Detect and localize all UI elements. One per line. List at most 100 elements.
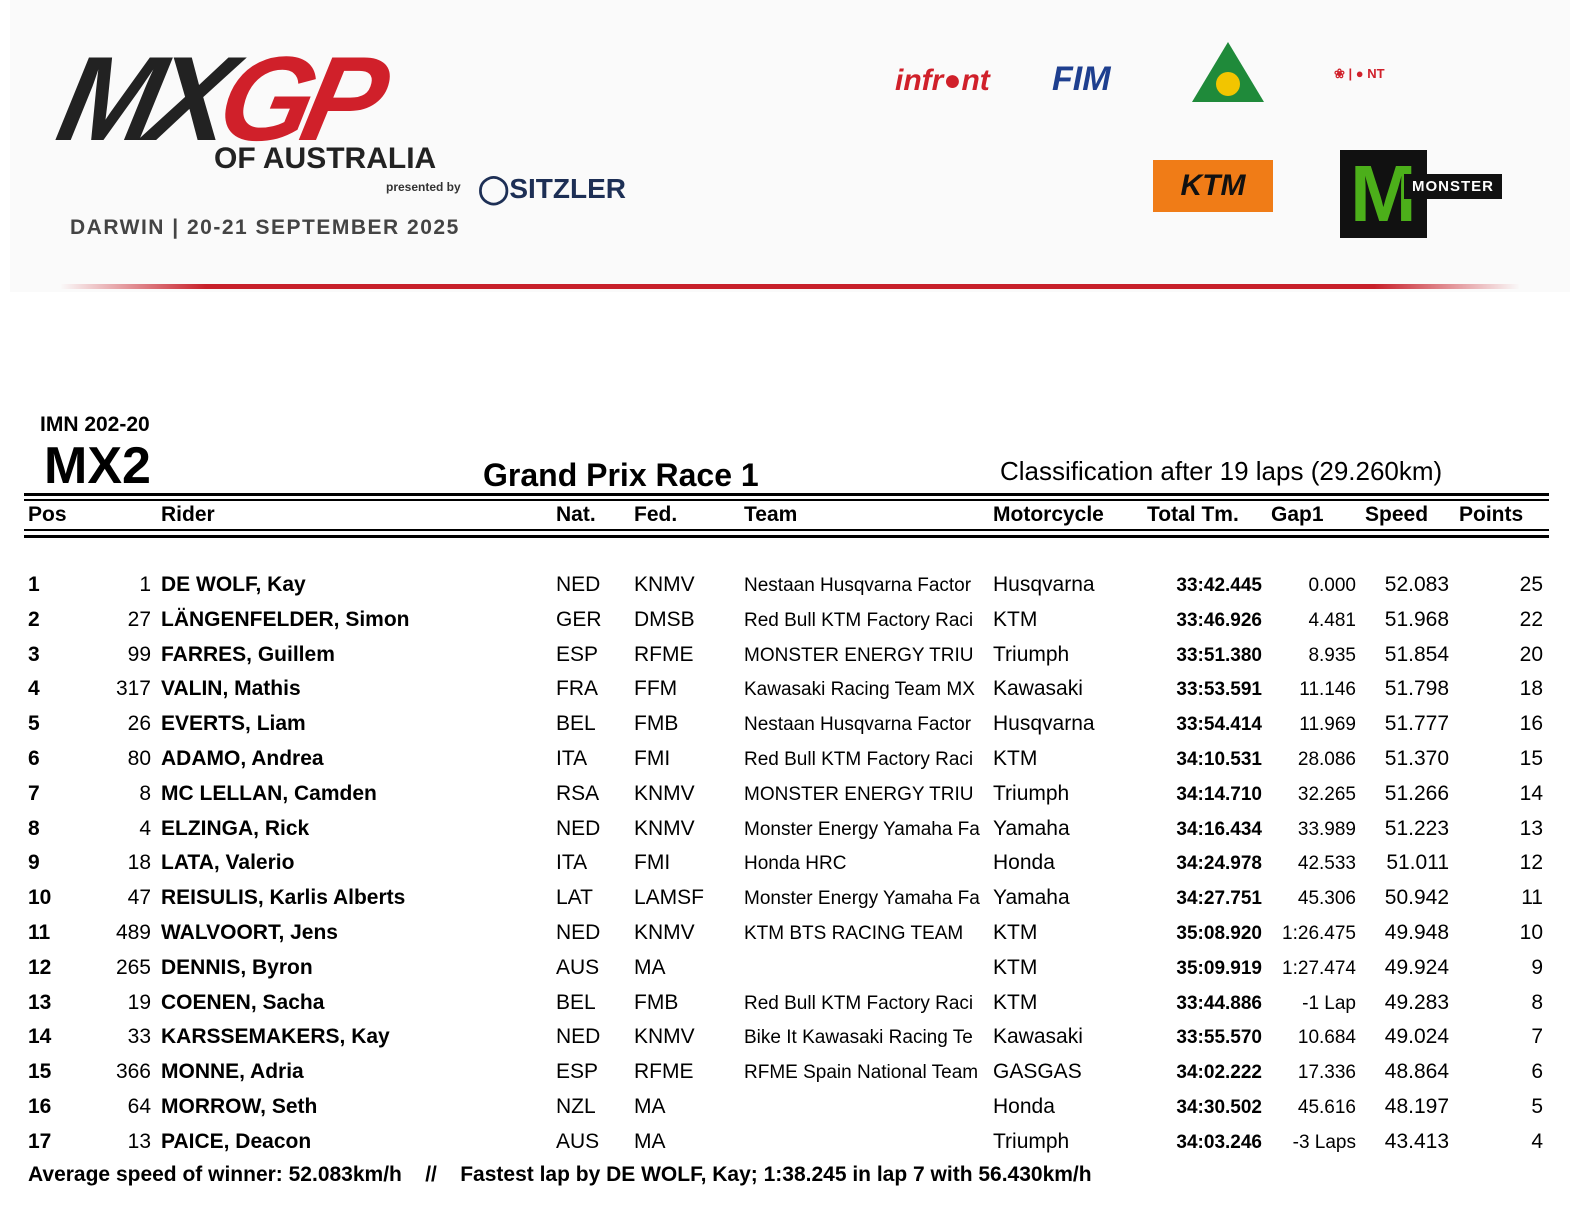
cell-points: 20: [1519, 642, 1543, 666]
cell-total: 33:46.926: [1176, 609, 1262, 631]
cell-speed: 48.197: [1384, 1095, 1449, 1118]
col-gap1: Gap1: [1271, 503, 1324, 526]
cell-total: 34:16.434: [1176, 818, 1262, 840]
table-row: 9 18 LATA, Valerio ITA FMI Honda HRC Honda 34:2…: [0, 851, 1588, 885]
cell-rider: PAICE, Deacon: [161, 1129, 312, 1153]
cell-rider: FARRES, Guillem: [161, 642, 335, 666]
col-pos: Pos: [28, 503, 67, 526]
cell-num: 4: [139, 816, 151, 840]
cell-pos: 3: [28, 642, 40, 666]
cell-nat: NED: [556, 573, 601, 596]
col-motorcycle: Motorcycle: [993, 503, 1104, 526]
cell-gap: 11.969: [1299, 714, 1356, 736]
cell-nat: GER: [556, 607, 602, 631]
cell-moto: Husqvarna: [993, 573, 1095, 596]
class-title: MX2: [44, 437, 151, 495]
cell-pos: 4: [28, 677, 40, 701]
cell-moto: KTM: [993, 921, 1038, 944]
cell-total: 34:24.978: [1176, 853, 1262, 875]
cell-moto: KTM: [993, 955, 1038, 979]
cell-rider: MORROW, Seth: [161, 1095, 318, 1118]
cell-rider: VALIN, Mathis: [161, 677, 301, 701]
table-row: 17 13 PAICE, Deacon AUS MA Triumph 34:03.246 -3…: [0, 1130, 1588, 1164]
cell-gap: 45.616: [1297, 1097, 1356, 1118]
cell-nat: BEL: [556, 712, 596, 736]
cell-pos: 12: [28, 955, 52, 979]
cell-total: 34:27.751: [1176, 888, 1262, 910]
cell-rider: ADAMO, Andrea: [161, 747, 324, 770]
cell-moto: Triumph: [993, 781, 1070, 805]
cell-num: 33: [127, 1025, 151, 1049]
cell-rider: KARSSEMAKERS, Kay: [161, 1025, 390, 1049]
cell-rider: COENEN, Sacha: [161, 990, 325, 1014]
cell-rider: ELZINGA, Rick: [161, 816, 310, 840]
event-date: DARWIN | 20-21 SEPTEMBER 2025: [70, 216, 460, 239]
col-rider: Rider: [161, 503, 215, 526]
cell-rider: MONNE, Adria: [161, 1060, 304, 1084]
cell-num: 366: [115, 1060, 151, 1084]
cell-rider: MC LELLAN, Camden: [161, 781, 377, 805]
cell-pos: 15: [28, 1060, 52, 1084]
cell-gap: -1 Lap: [1302, 992, 1356, 1014]
cell-rider: LATA, Valerio: [161, 851, 295, 875]
cell-gap: 33.989: [1297, 818, 1356, 840]
cell-moto: Yamaha: [993, 816, 1070, 840]
cell-total: 35:09.919: [1176, 957, 1262, 979]
document-code: IMN 202-20: [40, 413, 150, 436]
cell-points: 25: [1519, 573, 1543, 596]
cell-team: Red Bull KTM Factory Raci: [744, 609, 974, 631]
cell-total: 34:14.710: [1176, 783, 1262, 805]
cell-num: 317: [115, 677, 151, 701]
cell-num: 19: [127, 990, 151, 1014]
cell-gap: 8.935: [1308, 644, 1356, 666]
divider-stripe: [60, 284, 1520, 289]
cell-gap: 1:27.474: [1282, 957, 1356, 979]
cell-fed: MA: [634, 1095, 666, 1118]
cell-moto: KTM: [993, 990, 1038, 1014]
infront-logo: infr●nt: [895, 64, 990, 97]
cell-nat: NZL: [556, 1095, 596, 1118]
cell-points: 11: [1521, 886, 1543, 910]
cell-speed: 52.083: [1384, 573, 1449, 596]
cell-num: 27: [127, 607, 151, 631]
cell-num: 80: [127, 747, 151, 770]
cell-team: Red Bull KTM Factory Raci: [744, 749, 974, 770]
cell-total: 33:42.445: [1176, 575, 1262, 596]
cell-points: 14: [1519, 781, 1543, 805]
cell-total: 33:55.570: [1176, 1027, 1262, 1049]
cell-points: 18: [1519, 677, 1543, 701]
cell-num: 265: [115, 955, 151, 979]
cell-fed: KNMV: [634, 816, 695, 840]
cell-total: 34:02.222: [1176, 1062, 1262, 1084]
cell-moto: Husqvarna: [993, 712, 1095, 736]
cell-total: 34:30.502: [1176, 1097, 1262, 1118]
cell-num: 8: [139, 781, 151, 805]
cell-team: MONSTER ENERGY TRIU: [744, 644, 974, 666]
cell-fed: LAMSF: [634, 886, 705, 910]
cell-gap: 4.481: [1308, 609, 1356, 631]
cell-team: Nestaan Husqvarna Factor: [744, 575, 972, 596]
table-row: 11 489 WALVOORT, Jens NED KNMV KTM BTS RACING…: [0, 921, 1588, 955]
table-row: 14 33 KARSSEMAKERS, Kay NED KNMV Bike It Kawa…: [0, 1025, 1588, 1059]
cell-gap: 45.306: [1297, 888, 1356, 910]
cell-nat: NED: [556, 816, 601, 840]
table-row: 1 1 DE WOLF, Kay NED KNMV Nestaan Husqvarna F…: [0, 573, 1588, 607]
col-nat: Nat.: [556, 503, 596, 526]
cell-nat: LAT: [556, 886, 593, 910]
cell-moto: KTM: [993, 747, 1038, 770]
cell-points: 15: [1519, 747, 1543, 770]
cell-pos: 9: [28, 851, 40, 875]
cell-nat: ESP: [556, 1060, 599, 1084]
cell-moto: Honda: [993, 1095, 1055, 1118]
cell-points: 13: [1519, 816, 1543, 840]
table-row: 10 47 REISULIS, Karlis Alberts LAT LAMSF Mons…: [0, 886, 1588, 920]
cell-fed: KNMV: [634, 573, 695, 596]
table-row: 3 99 FARRES, Guillem ESP RFME MONSTER ENERGY …: [0, 643, 1588, 677]
event-name: OF AUSTRALIA: [214, 142, 437, 175]
cell-points: 8: [1531, 990, 1543, 1014]
cell-nat: BEL: [556, 990, 596, 1014]
cell-team: Red Bull KTM Factory Raci: [744, 992, 974, 1014]
table-row: 16 64 MORROW, Seth NZL MA Honda 34:30.502 45.61…: [0, 1095, 1588, 1129]
cell-pos: 16: [28, 1095, 52, 1118]
col-points: Points: [1459, 503, 1524, 526]
